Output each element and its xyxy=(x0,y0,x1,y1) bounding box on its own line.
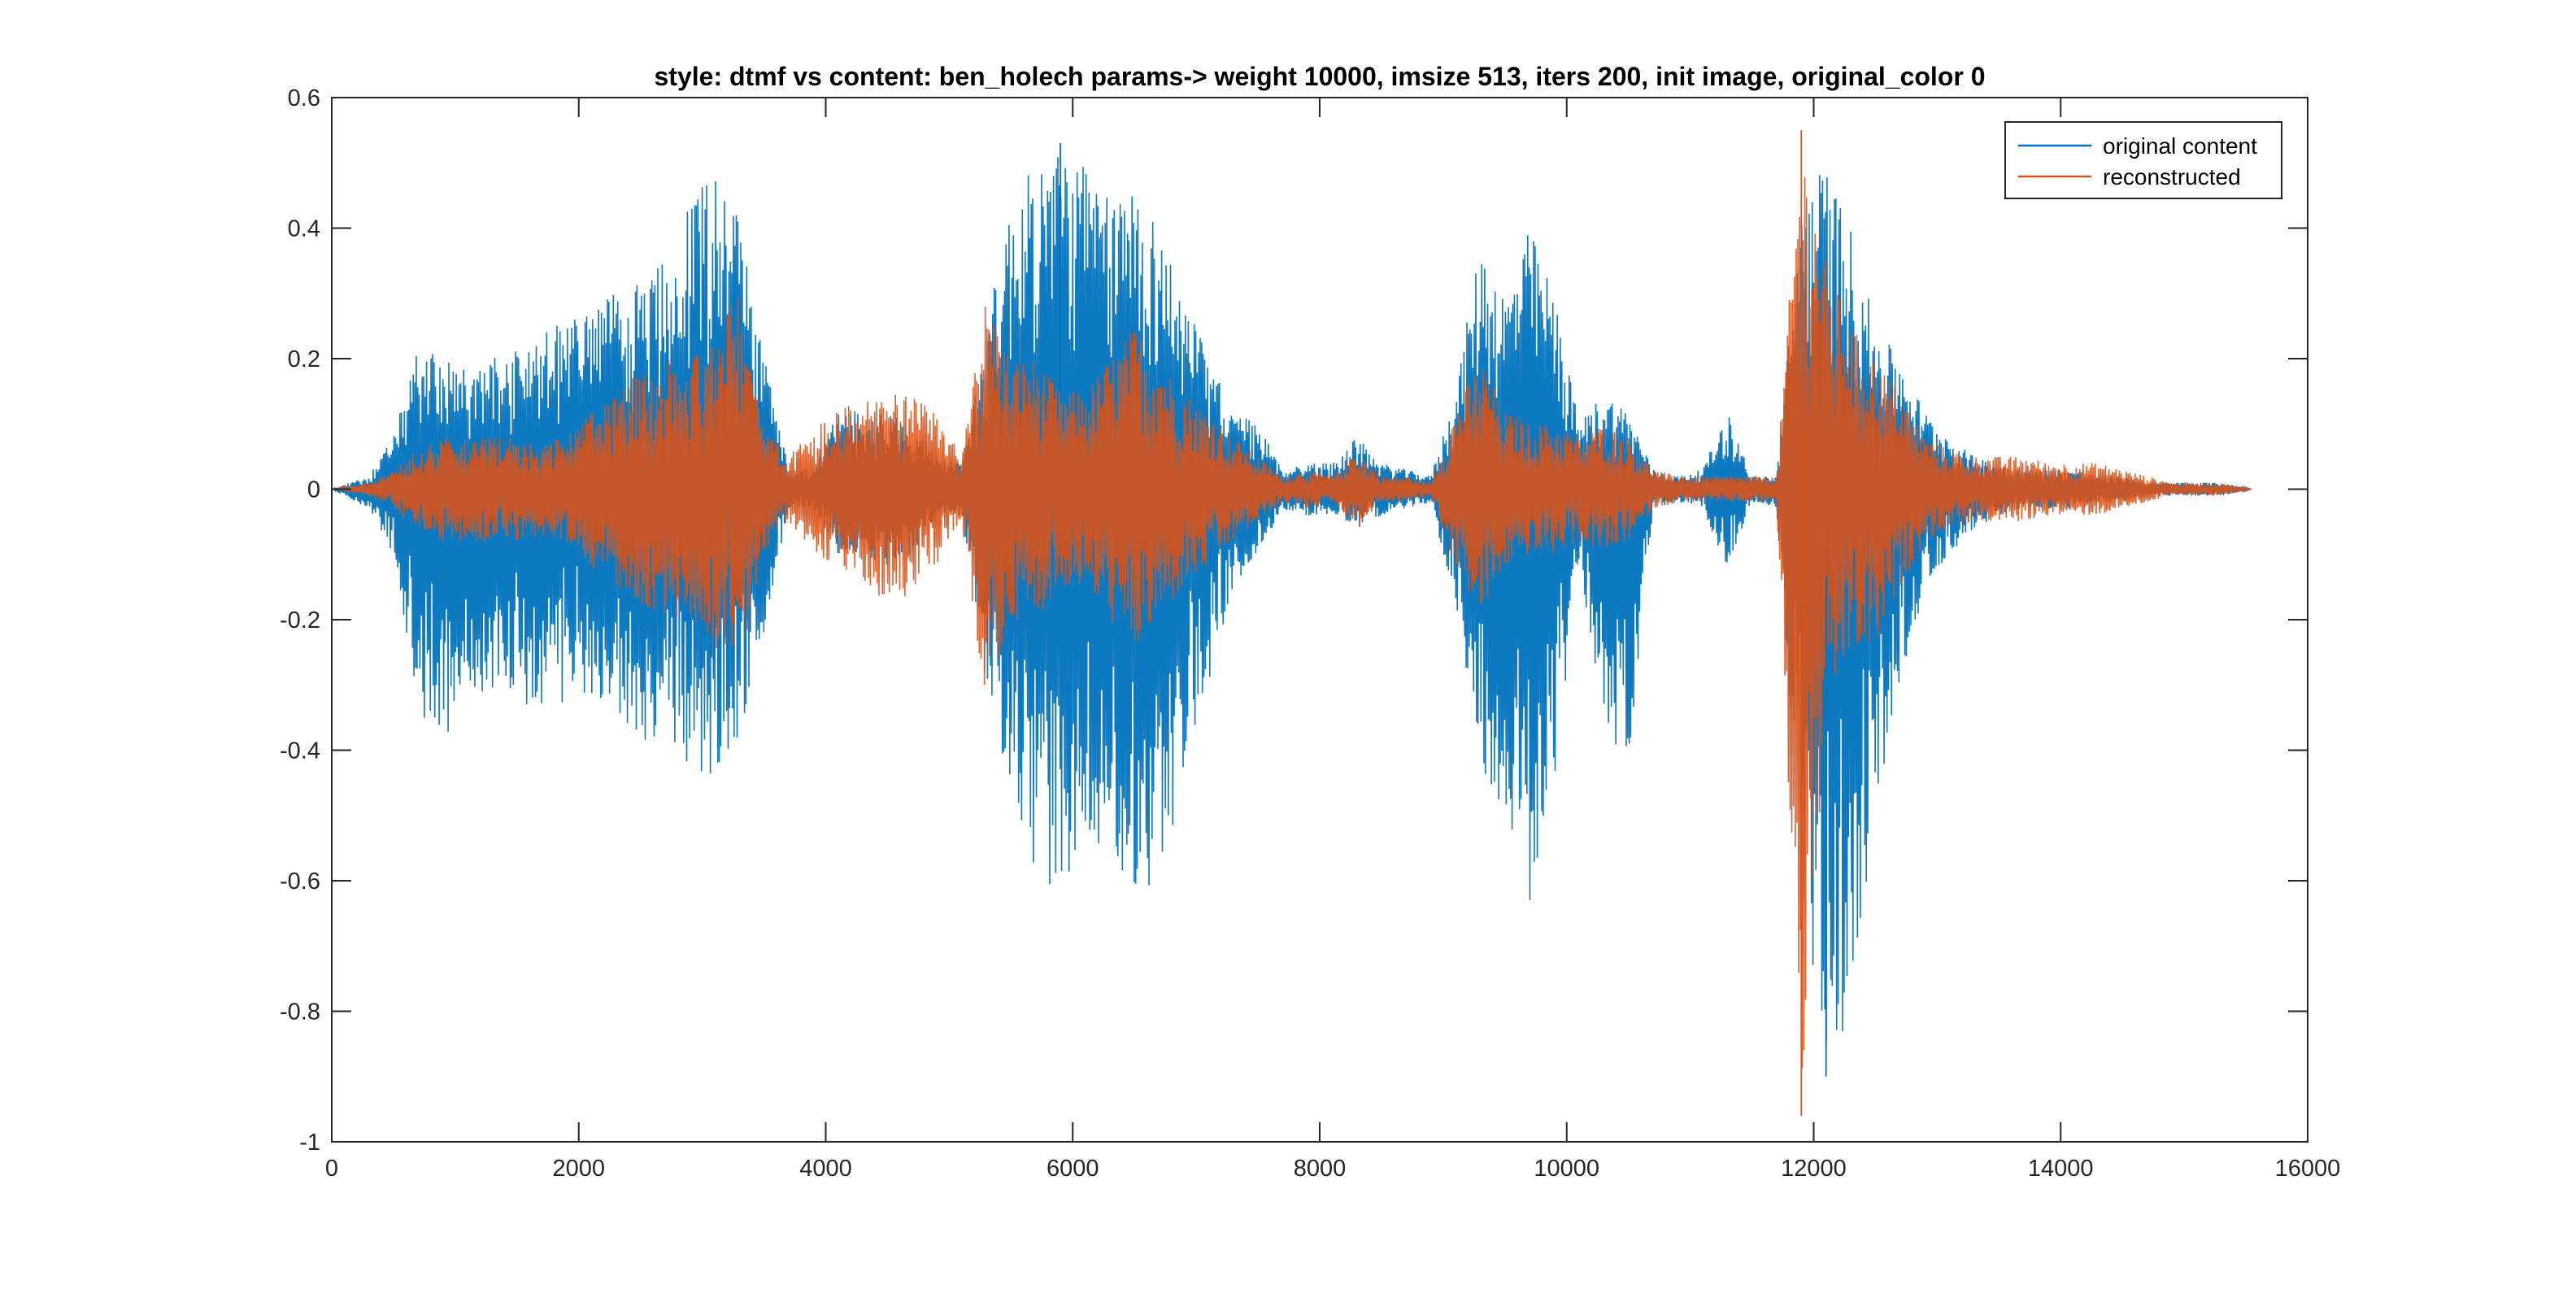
tick-layer: 0 2000 4000 6000 8000 10000 12000 14000 16000 0.6… xyxy=(280,85,2340,1182)
y-tick-label: 0.6 xyxy=(288,85,320,111)
x-tick-label: 2000 xyxy=(552,1156,605,1182)
legend-box xyxy=(2004,121,2282,199)
y-tick-label: 0.4 xyxy=(288,216,320,242)
legend: original content reconstructed xyxy=(2004,121,2282,199)
x-tick-label: 16000 xyxy=(2275,1156,2341,1182)
y-tick-label: -1 xyxy=(299,1130,320,1156)
y-tick-label: -0.8 xyxy=(280,999,320,1025)
y-tick-label: -0.4 xyxy=(280,738,320,764)
y-tick-label: 0 xyxy=(307,477,320,503)
chart-title: style: dtmf vs content: ben_holech param… xyxy=(655,62,1986,91)
y-tick-label: -0.2 xyxy=(280,607,320,634)
y-tick-label: -0.6 xyxy=(280,869,320,895)
x-tick-label: 4000 xyxy=(799,1156,852,1182)
series-line-reconstructed xyxy=(331,176,2252,1069)
series-layer xyxy=(331,130,2252,1116)
x-tick-label: 14000 xyxy=(2028,1156,2094,1182)
x-tick-label: 6000 xyxy=(1046,1156,1099,1182)
y-tick-label: 0.2 xyxy=(288,346,320,372)
x-tick-label: 10000 xyxy=(1534,1156,1599,1182)
legend-label-reconstructed: reconstructed xyxy=(2103,164,2241,189)
x-tick-label: 8000 xyxy=(1294,1156,1347,1182)
x-tick-label: 0 xyxy=(325,1156,338,1182)
x-tick-label: 12000 xyxy=(1781,1156,1847,1182)
legend-label-original-content: original content xyxy=(2103,133,2257,159)
